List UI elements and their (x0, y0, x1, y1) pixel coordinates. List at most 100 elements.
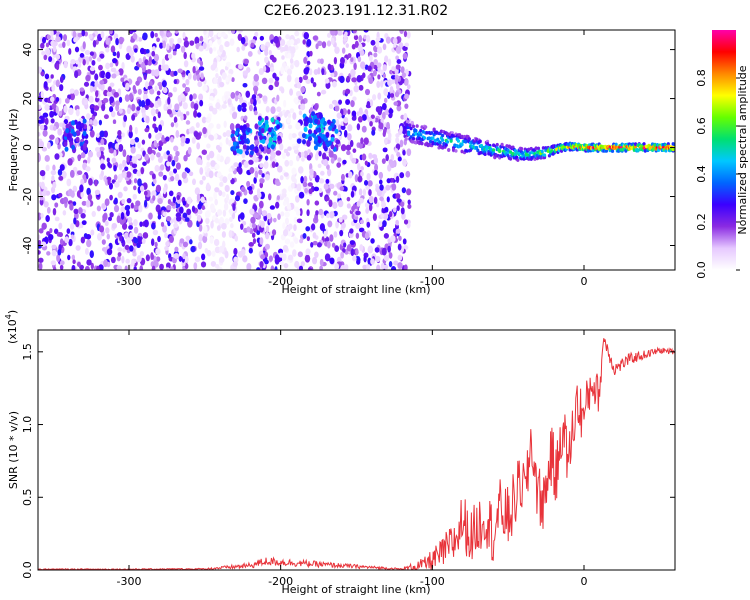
spectrogram-cell (313, 186, 320, 192)
spectrogram-cell (302, 74, 309, 81)
spectrogram-cell (399, 172, 405, 179)
spectrogram-cell (89, 66, 96, 72)
spectrogram-cell (128, 93, 134, 101)
spectrogram-cell (386, 121, 390, 130)
spectrogram-cell (231, 112, 238, 120)
spectrogram-cell (197, 203, 202, 210)
spectrogram-cell (167, 155, 172, 163)
spectrogram-cell (38, 131, 41, 137)
spectrogram-cell (341, 47, 346, 54)
spectrogram-cell (139, 221, 143, 227)
spectrogram-cell (314, 200, 320, 206)
spectrogram-cluster-cell (277, 135, 282, 141)
spectrogram-cell (118, 36, 124, 45)
spectrogram-cell (147, 146, 153, 155)
spectrogram-cluster-cell (265, 123, 270, 129)
spectrogram-cell (393, 101, 399, 106)
spectrogram-cell (241, 102, 247, 109)
spectrogram-cluster-cell (240, 139, 245, 145)
spectrogram-cluster-cell (322, 134, 327, 140)
spectrogram-cell (191, 205, 196, 213)
snr-frame (37, 329, 676, 571)
spectrogram-cell (286, 68, 293, 76)
spectrogram-cluster-cell (83, 142, 88, 149)
spectrogram-cell (396, 198, 402, 203)
spectrogram-cell (154, 69, 160, 77)
spectrogram-cell (225, 156, 230, 164)
spectrogram-cell (294, 77, 300, 84)
spectrogram-cell (234, 94, 239, 102)
spectrogram-cell (303, 67, 309, 75)
spectrogram-cell (349, 89, 353, 97)
spectrogram-ridge-cell (666, 142, 670, 146)
spectrogram-cell (73, 217, 77, 225)
spectrogram-ridge-cell (508, 150, 513, 154)
spectrogram-cell (252, 238, 257, 244)
spectrogram-cell (168, 190, 174, 197)
spectrogram-cell (201, 253, 206, 261)
spectrogram-cell (305, 248, 311, 256)
spectrogram-cell (68, 107, 74, 116)
spectrogram-cell (219, 142, 223, 147)
spectrogram-cluster-cell (246, 127, 251, 133)
spectrogram-cell (324, 253, 331, 262)
spectrogram-cell (293, 216, 298, 224)
spectrogram-cell (170, 175, 175, 182)
spectrogram-cell (354, 40, 359, 48)
spectrogram-cell (52, 164, 56, 172)
spectrogram-cell (141, 139, 146, 145)
spectrogram-cell (114, 197, 118, 204)
spectrogram-ridge-cell (411, 124, 416, 129)
spectrogram-cluster-cell (322, 120, 327, 126)
spectrogram-cell (399, 139, 404, 148)
spectrogram-cell (209, 47, 213, 54)
spectrogram-cell (368, 77, 374, 85)
spectrogram-cell (326, 40, 332, 47)
spectrogram-cell (403, 219, 409, 225)
spectrogram-cluster-cell (260, 127, 265, 134)
spectrogram-cell (89, 129, 95, 138)
spectrogram-cell (388, 108, 394, 114)
spectrogram-cell (106, 248, 113, 256)
spectrogram-cell (373, 59, 378, 66)
spectrogram-cell (283, 172, 289, 177)
spectrogram-cell (55, 79, 60, 88)
spectrogram-cell (233, 247, 238, 256)
spectrogram-ridge-cell (405, 119, 410, 124)
spectrogram-ridge-cell (498, 149, 502, 154)
spectrogram-cell (248, 247, 253, 254)
spectrogram-cell (383, 233, 389, 239)
spectrogram-cell (167, 92, 173, 98)
spectrogram-cell (109, 30, 113, 35)
spectrogram-cell (117, 129, 122, 137)
spectrogram-cell (400, 66, 405, 74)
spectrogram-cell (220, 31, 226, 37)
spectrogram-cell (182, 241, 189, 248)
spectrogram-ridge-cell (516, 158, 520, 162)
spectrogram-ridge-cell (409, 126, 413, 131)
spectrogram-cell (337, 124, 342, 133)
spectrogram-cell (390, 153, 395, 161)
spectrogram-cell (196, 74, 201, 82)
spectrogram-cluster-cell (232, 141, 237, 147)
spectrogram-cell (38, 262, 43, 270)
spectrogram-cluster-cell (330, 144, 335, 150)
spectrogram-cell (125, 209, 130, 217)
spectrogram-cell (246, 180, 251, 188)
spectrogram-ridge-cell (447, 148, 451, 152)
spectrogram-cell (151, 50, 156, 57)
spectrogram-cell (387, 245, 391, 253)
spectrogram-cell (80, 178, 85, 186)
spectrogram-cluster-cell (75, 136, 80, 142)
colorbar-tick-label: 0.0 (695, 261, 708, 279)
spectrogram-cell (256, 267, 261, 270)
spectrogram-cell (208, 95, 214, 101)
colorbar-ticks: 0.0 0.2 0.4 0.6 0.8 (695, 69, 740, 279)
spectrogram-cell (306, 139, 311, 147)
spectrogram-cell (139, 265, 144, 270)
spectrogram-cluster-cell (243, 138, 248, 144)
spectrogram-cell (229, 198, 235, 203)
spectrogram-cell (395, 46, 402, 54)
spectrogram-ridge-cell (454, 149, 458, 153)
spectrogram-cell (54, 202, 59, 208)
